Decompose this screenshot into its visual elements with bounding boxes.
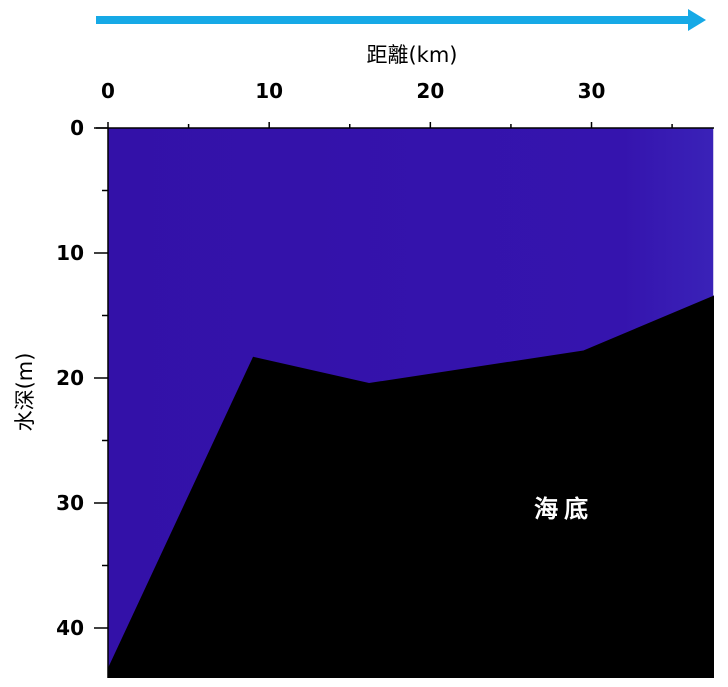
direction-arrow-head [688,9,706,31]
x-tick-label: 10 [255,79,283,103]
x-tick-label: 20 [416,79,444,103]
y-tick-label: 10 [56,241,84,265]
seabed-area [108,295,714,678]
x-tick-label: 0 [101,79,115,103]
seabed-label: 海底 [534,495,594,523]
y-tick-label: 30 [56,491,84,515]
direction-arrow [96,9,706,31]
y-tick-label: 20 [56,366,84,390]
x-axis-ticks: 0 10 20 30 [101,79,673,128]
y-tick-label: 0 [70,116,84,140]
y-axis-ticks: 0 10 20 30 40 [56,116,108,640]
y-tick-label: 40 [56,616,84,640]
x-tick-label: 30 [578,79,606,103]
y-axis-title: 水深(m) [13,353,37,432]
x-axis-title: 距離(km) [366,43,457,67]
